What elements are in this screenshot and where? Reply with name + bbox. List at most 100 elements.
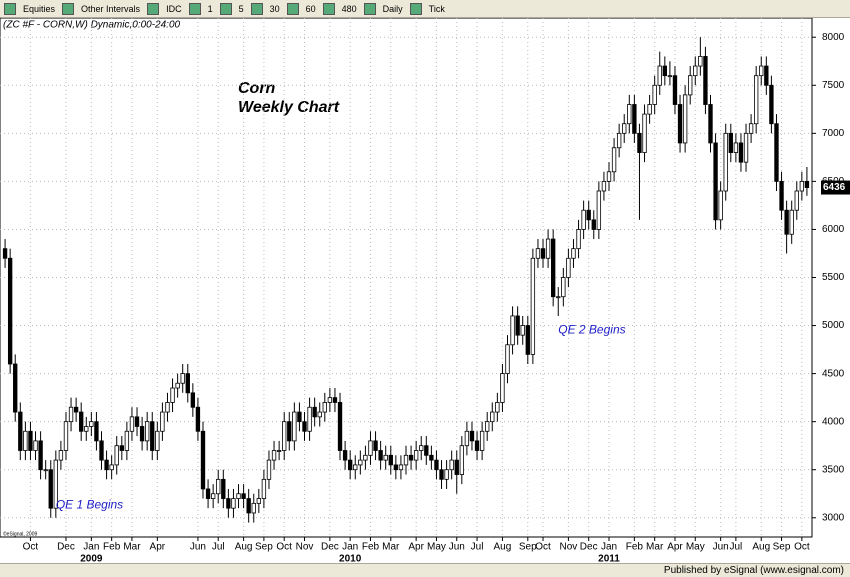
candle-body [667, 75, 673, 78]
candle-body [104, 459, 109, 471]
candle-body [708, 104, 713, 144]
candle-body [368, 440, 373, 456]
candle-body [150, 421, 155, 451]
candle-body [753, 75, 759, 125]
candle-body [246, 498, 251, 514]
candle-body [479, 430, 485, 451]
x-tick-label: Apr [408, 542, 424, 553]
candle-body [454, 459, 459, 475]
toolbar-item[interactable]: Equities [23, 3, 56, 14]
candle-body [144, 421, 150, 442]
toolbar-icon[interactable] [322, 2, 335, 15]
candle-body [7, 257, 13, 365]
candle-body [282, 421, 287, 451]
x-tick-label: Jan [83, 542, 99, 553]
toolbar-item[interactable]: 30 [269, 3, 280, 14]
x-tick-label: Oct [794, 542, 810, 553]
toolbar-icon[interactable] [188, 2, 201, 15]
candle-body [398, 464, 404, 471]
candle-body [510, 315, 515, 346]
candle-body [576, 229, 581, 250]
x-tick-label: Dec [57, 542, 75, 553]
candle-body [180, 373, 185, 384]
candle-body [759, 65, 764, 77]
candle-body [464, 430, 470, 447]
candle-body [743, 132, 749, 163]
candle-body [226, 498, 231, 509]
candle-body [383, 454, 388, 461]
candle-body [718, 190, 723, 221]
candle-body [312, 406, 317, 418]
toolbar-item[interactable]: 5 [238, 3, 244, 14]
chart-subtitle: Weekly Chart [238, 99, 340, 116]
candle-body [155, 430, 160, 451]
toolbar-icon[interactable] [62, 2, 75, 15]
x-tick-label: Jun [190, 542, 206, 553]
candle-body [698, 56, 703, 67]
candle-body [216, 478, 221, 495]
x-tick-label: Aug [752, 542, 770, 553]
candle-body [205, 488, 211, 499]
candle-body [642, 113, 647, 153]
toolbar-icon[interactable] [147, 2, 160, 15]
candle-body [601, 180, 607, 192]
candle-body [525, 325, 530, 355]
toolbar-icon[interactable] [363, 2, 376, 15]
x-tick-label: Mar [123, 542, 141, 553]
y-tick-label: 5500 [822, 272, 845, 283]
candle-body [2, 248, 8, 259]
annotation: QE 1 Begins [56, 497, 123, 511]
x-tick-label: Jun [713, 542, 729, 553]
candle-body [728, 132, 733, 153]
toolbar-icon[interactable] [409, 2, 422, 15]
x-tick-label: Apr [150, 542, 166, 553]
x-tick-label: Sep [519, 542, 537, 553]
candle-body [89, 421, 94, 427]
y-tick-label: 7500 [822, 80, 845, 91]
x-tick-label: Oct [23, 542, 39, 553]
toolbar-icon[interactable] [219, 2, 232, 15]
candle-body [13, 363, 18, 413]
candle-body [515, 315, 520, 336]
toolbar-item[interactable]: Tick [428, 3, 445, 14]
toolbar-item[interactable]: 1 [207, 3, 213, 14]
x-tick-label: Jul [212, 542, 225, 553]
candle-body [317, 411, 322, 418]
x-tick-label: May [427, 542, 446, 553]
toolbar-icon[interactable] [250, 2, 263, 15]
toolbar-item[interactable]: Other Intervals [81, 3, 141, 14]
candle-body [586, 209, 591, 221]
candle-body [799, 180, 805, 192]
x-tick-label: Jan [342, 542, 358, 553]
candle-body [185, 373, 190, 394]
candle-body [129, 416, 135, 432]
toolbar-item[interactable]: IDC [166, 3, 182, 14]
toolbar-item[interactable]: Daily [382, 3, 403, 14]
toolbar-item[interactable]: 480 [341, 3, 357, 14]
candle-body [73, 406, 79, 413]
candle-body [256, 498, 262, 504]
y-tick-label: 6000 [822, 224, 845, 235]
candle-body [439, 469, 444, 480]
chart: (ZC #F - CORN,W) Dynamic,0:00-24:00 Corn… [0, 18, 850, 563]
x-tick-label: Jun [449, 542, 465, 553]
candle-body [581, 209, 586, 230]
candle-body [596, 190, 602, 230]
candle-body [540, 248, 546, 259]
candle-body [276, 450, 282, 452]
candle-body [23, 430, 28, 451]
candle-body [332, 397, 338, 403]
x-tick-label: Feb [626, 542, 644, 553]
candle-body [297, 411, 302, 423]
candle-body [322, 402, 327, 413]
candle-body [373, 440, 378, 451]
candle-body [662, 65, 668, 77]
candle-body [444, 469, 449, 480]
toolbar-icon[interactable] [4, 2, 16, 15]
candle-body [703, 56, 708, 105]
candle-body [566, 257, 571, 278]
candle-body [94, 421, 99, 442]
toolbar-item[interactable]: 60 [305, 3, 316, 14]
candle-body [413, 450, 419, 461]
toolbar-icon[interactable] [286, 2, 299, 15]
